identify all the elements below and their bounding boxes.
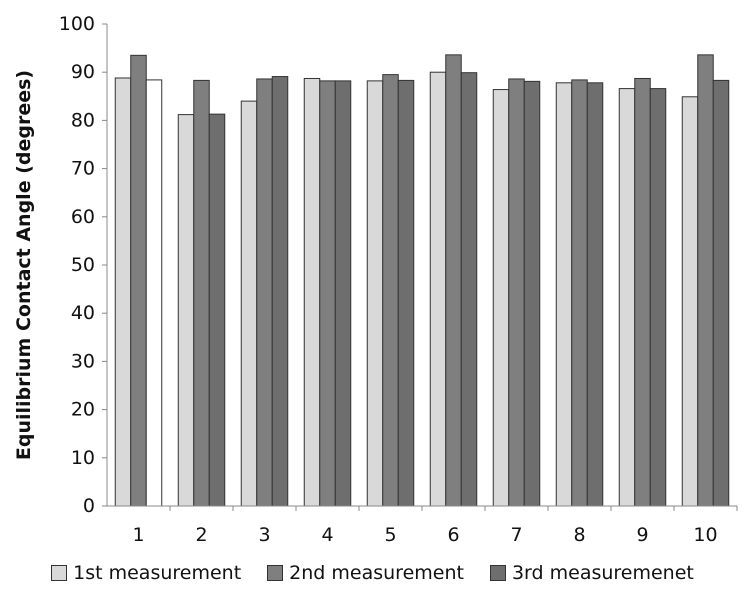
- y-axis-ticks: 0 10 20 30 40 50 60 70 80 90 100: [59, 13, 107, 517]
- y-tick-label: 90: [71, 61, 95, 83]
- bar-3-cat-3: [271, 76, 289, 507]
- bar-1-cat-9: [618, 88, 636, 507]
- bar-2-cat-2: [193, 79, 210, 507]
- y-tick-label: 80: [71, 109, 95, 131]
- bar-3-cat-1: [145, 79, 163, 507]
- bar-2-cat-3: [256, 78, 273, 507]
- bars: [114, 54, 730, 507]
- bar-3-cat-4: [334, 80, 352, 507]
- bar-2-cat-7: [508, 78, 525, 507]
- legend-label-2nd: 2nd measurement: [289, 562, 464, 584]
- bar-1-cat-4: [303, 77, 321, 507]
- bar-3-cat-5: [397, 79, 415, 507]
- bar-2-cat-6: [445, 54, 462, 507]
- bar-3-cat-8: [586, 82, 604, 507]
- bar-2-cat-8: [571, 79, 588, 507]
- y-axis-title: Equilibrium Contact Angle (degrees): [13, 70, 35, 460]
- y-tick-label: 50: [71, 254, 95, 276]
- y-tick-label: 100: [59, 13, 95, 35]
- legend-swatch-2nd: [267, 565, 284, 581]
- bar-2-cat-5: [382, 74, 399, 507]
- x-tick-label: 6: [447, 524, 459, 546]
- y-tick-label: 0: [83, 495, 95, 517]
- bar-1-cat-7: [492, 89, 510, 507]
- legend-swatch-3rd: [489, 565, 506, 581]
- y-tick-label: 20: [71, 399, 95, 421]
- bar-1-cat-2: [177, 114, 195, 507]
- x-tick-label: 9: [636, 524, 648, 546]
- bar-3-cat-6: [460, 72, 478, 507]
- bar-2-cat-4: [319, 80, 336, 507]
- legend-label-1st: 1st measurement: [73, 562, 242, 584]
- legend-swatch-1st: [51, 565, 68, 581]
- bar-1-cat-5: [366, 80, 384, 507]
- bar-1-cat-1: [114, 77, 132, 507]
- bar-1-cat-8: [555, 82, 573, 507]
- legend-item-3rd-measurement: 3rd measuremenet: [489, 562, 694, 584]
- x-tick-label: 7: [510, 524, 522, 546]
- legend-item-2nd-measurement: 2nd measurement: [267, 562, 464, 584]
- legend: 1st measurement 2nd measurement 3rd meas…: [0, 562, 745, 584]
- bar-3-cat-9: [649, 88, 667, 507]
- x-tick-label: 4: [321, 524, 333, 546]
- legend-label-3rd: 3rd measuremenet: [511, 562, 694, 584]
- bar-2-cat-10: [697, 54, 714, 507]
- bar-1-cat-3: [240, 100, 258, 507]
- x-axis-ticks: 1 2 3 4 5 6 7 8 9 10: [132, 506, 738, 546]
- y-tick-label: 30: [71, 350, 95, 372]
- y-tick-label: 10: [71, 447, 95, 469]
- y-tick-label: 60: [71, 206, 95, 228]
- bar-1-cat-6: [429, 71, 447, 507]
- bar-3-cat-7: [523, 80, 541, 507]
- bar-3-cat-2: [208, 113, 226, 507]
- x-tick-label: 3: [258, 524, 270, 546]
- legend-item-1st-measurement: 1st measurement: [51, 562, 241, 584]
- bar-2-cat-9: [634, 77, 651, 507]
- bar-2-cat-1: [130, 54, 147, 507]
- x-tick-label: 10: [693, 524, 717, 546]
- x-tick-label: 5: [384, 524, 396, 546]
- x-tick-label: 1: [132, 524, 144, 546]
- y-tick-label: 70: [71, 158, 95, 180]
- x-tick-label: 8: [573, 524, 585, 546]
- x-tick-label: 2: [195, 524, 207, 546]
- bar-1-cat-10: [681, 96, 699, 507]
- bar-3-cat-10: [712, 79, 730, 507]
- y-tick-label: 40: [71, 302, 95, 324]
